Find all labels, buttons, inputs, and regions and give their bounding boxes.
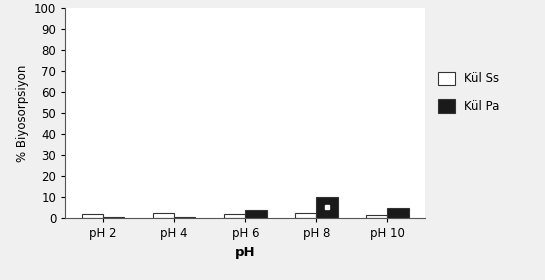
- Y-axis label: % Biyosorpsiyon: % Biyosorpsiyon: [16, 65, 28, 162]
- Bar: [295, 213, 316, 218]
- Bar: [245, 210, 267, 218]
- Bar: [103, 217, 124, 218]
- Bar: [153, 213, 174, 218]
- Bar: [316, 197, 338, 218]
- Bar: [82, 214, 103, 218]
- Bar: [366, 215, 387, 218]
- Bar: [174, 217, 196, 218]
- Bar: [224, 214, 245, 218]
- Legend: Kül Ss, Kül Pa: Kül Ss, Kül Pa: [434, 68, 503, 117]
- Bar: [387, 208, 409, 218]
- X-axis label: pH: pH: [235, 246, 256, 259]
